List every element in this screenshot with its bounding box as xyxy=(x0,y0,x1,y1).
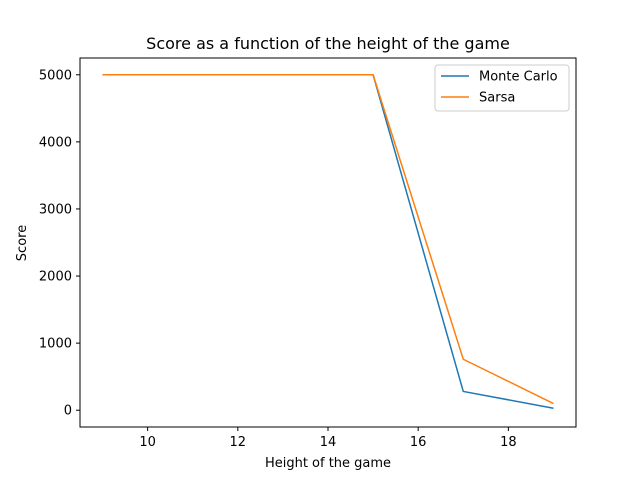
x-tick-label: 18 xyxy=(500,435,517,450)
y-tick-label: 4000 xyxy=(39,135,72,150)
x-tick-label: 12 xyxy=(230,435,247,450)
y-tick-label: 0 xyxy=(64,404,72,419)
y-axis-ticks: 0 1000 2000 3000 4000 5000 xyxy=(39,68,80,419)
plot-frame xyxy=(79,57,577,428)
y-tick-label: 5000 xyxy=(39,68,72,83)
y-axis-label: Score xyxy=(15,225,30,261)
series-line-sarsa xyxy=(102,74,554,405)
x-tick-label: 16 xyxy=(410,435,427,450)
y-tick-label: 2000 xyxy=(39,270,72,285)
legend: Monte Carlo Sarsa xyxy=(434,64,570,112)
legend-label-sarsa: Sarsa xyxy=(479,91,515,106)
x-tick-label: 14 xyxy=(320,435,337,450)
x-axis-label: Height of the game xyxy=(265,456,391,471)
x-tick-label: 10 xyxy=(139,435,156,450)
y-tick-label: 1000 xyxy=(39,337,72,352)
legend-label-monte-carlo: Monte Carlo xyxy=(479,70,558,85)
chart-title: Score as a function of the height of the… xyxy=(146,34,510,53)
series-lines xyxy=(102,74,554,409)
x-axis-ticks: 10 12 14 16 18 xyxy=(139,427,517,450)
y-tick-label: 3000 xyxy=(39,202,72,217)
